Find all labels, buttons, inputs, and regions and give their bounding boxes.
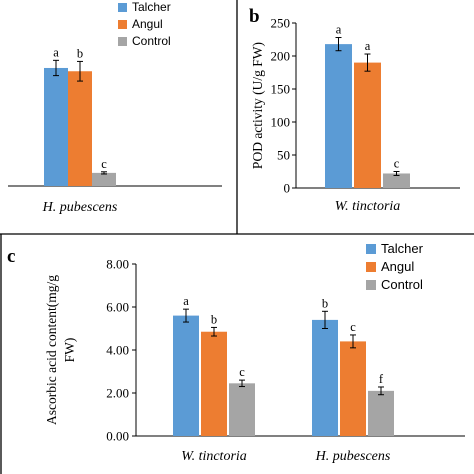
panel-a: a b c H. pubescens Talcher Angul Control [8,0,222,215]
bar [229,383,255,436]
legend-label: Talcher [381,241,424,256]
panel-c: c 0.00 2.00 4.00 6.00 8.00 Ascorbic acid conte… [7,241,465,464]
y-tick-label: 100 [271,115,291,130]
y-tick-label: 2.00 [106,386,129,401]
y-tick-label: 0 [284,181,291,196]
y-tick-label: 0.00 [106,429,129,444]
significance-letter: b [77,46,83,60]
panel-label: c [7,246,15,267]
significance-letter: a [183,294,189,308]
x-category-label: W. tinctoria [181,449,247,464]
x-category-label: W. tinctoria [335,199,401,214]
bar [354,62,381,188]
y-tick-label: 250 [271,16,291,31]
legend-swatch [118,37,127,46]
legend-swatch [366,262,376,272]
panel-label: b [249,6,260,27]
y-axis-title: POD activity (U/g FW) [250,42,265,169]
y-axis-title: Ascorbic acid content(mg/g [44,275,59,425]
bar [312,319,338,436]
legend-swatch [366,244,376,254]
y-axis-title: FW) [62,338,77,363]
significance-letter: c [101,157,107,171]
legend-label: Angul [381,259,414,274]
legend-label: Talcher [132,0,171,14]
panel-b: b 0 50 100 150 200 250 POD activity (U/g FW) a a c… [249,6,460,214]
bar [368,390,394,436]
bar [92,172,116,186]
legend-swatch [118,3,127,12]
bar [325,44,352,189]
legend-swatch [118,20,127,29]
significance-letter: c [394,157,400,171]
y-tick-label: 50 [277,148,290,163]
y-tick-label: 4.00 [106,343,129,358]
y-tick-label: 200 [271,49,291,64]
bar [340,341,366,436]
bar [68,71,92,186]
x-category-label: H. pubescens [42,200,118,215]
significance-letter: c [239,365,245,379]
significance-letter: b [322,296,328,310]
significance-letter: b [211,312,217,326]
legend-label: Angul [132,17,163,31]
y-tick-label: 6.00 [106,300,129,315]
bar [44,67,68,186]
significance-letter: a [53,45,59,59]
legend-label: Control [381,277,423,292]
bar [201,331,227,436]
x-category-label: H. pubescens [315,449,391,464]
y-tick-label: 8.00 [106,257,129,272]
significance-letter: a [365,39,371,53]
significance-letter: a [336,23,342,37]
y-tick-label: 150 [271,82,291,97]
bar [173,315,199,436]
significance-letter: c [350,320,356,334]
legend-label: Control [132,34,171,48]
legend-swatch [366,280,376,290]
bar [383,173,410,188]
significance-letter: f [379,372,384,386]
